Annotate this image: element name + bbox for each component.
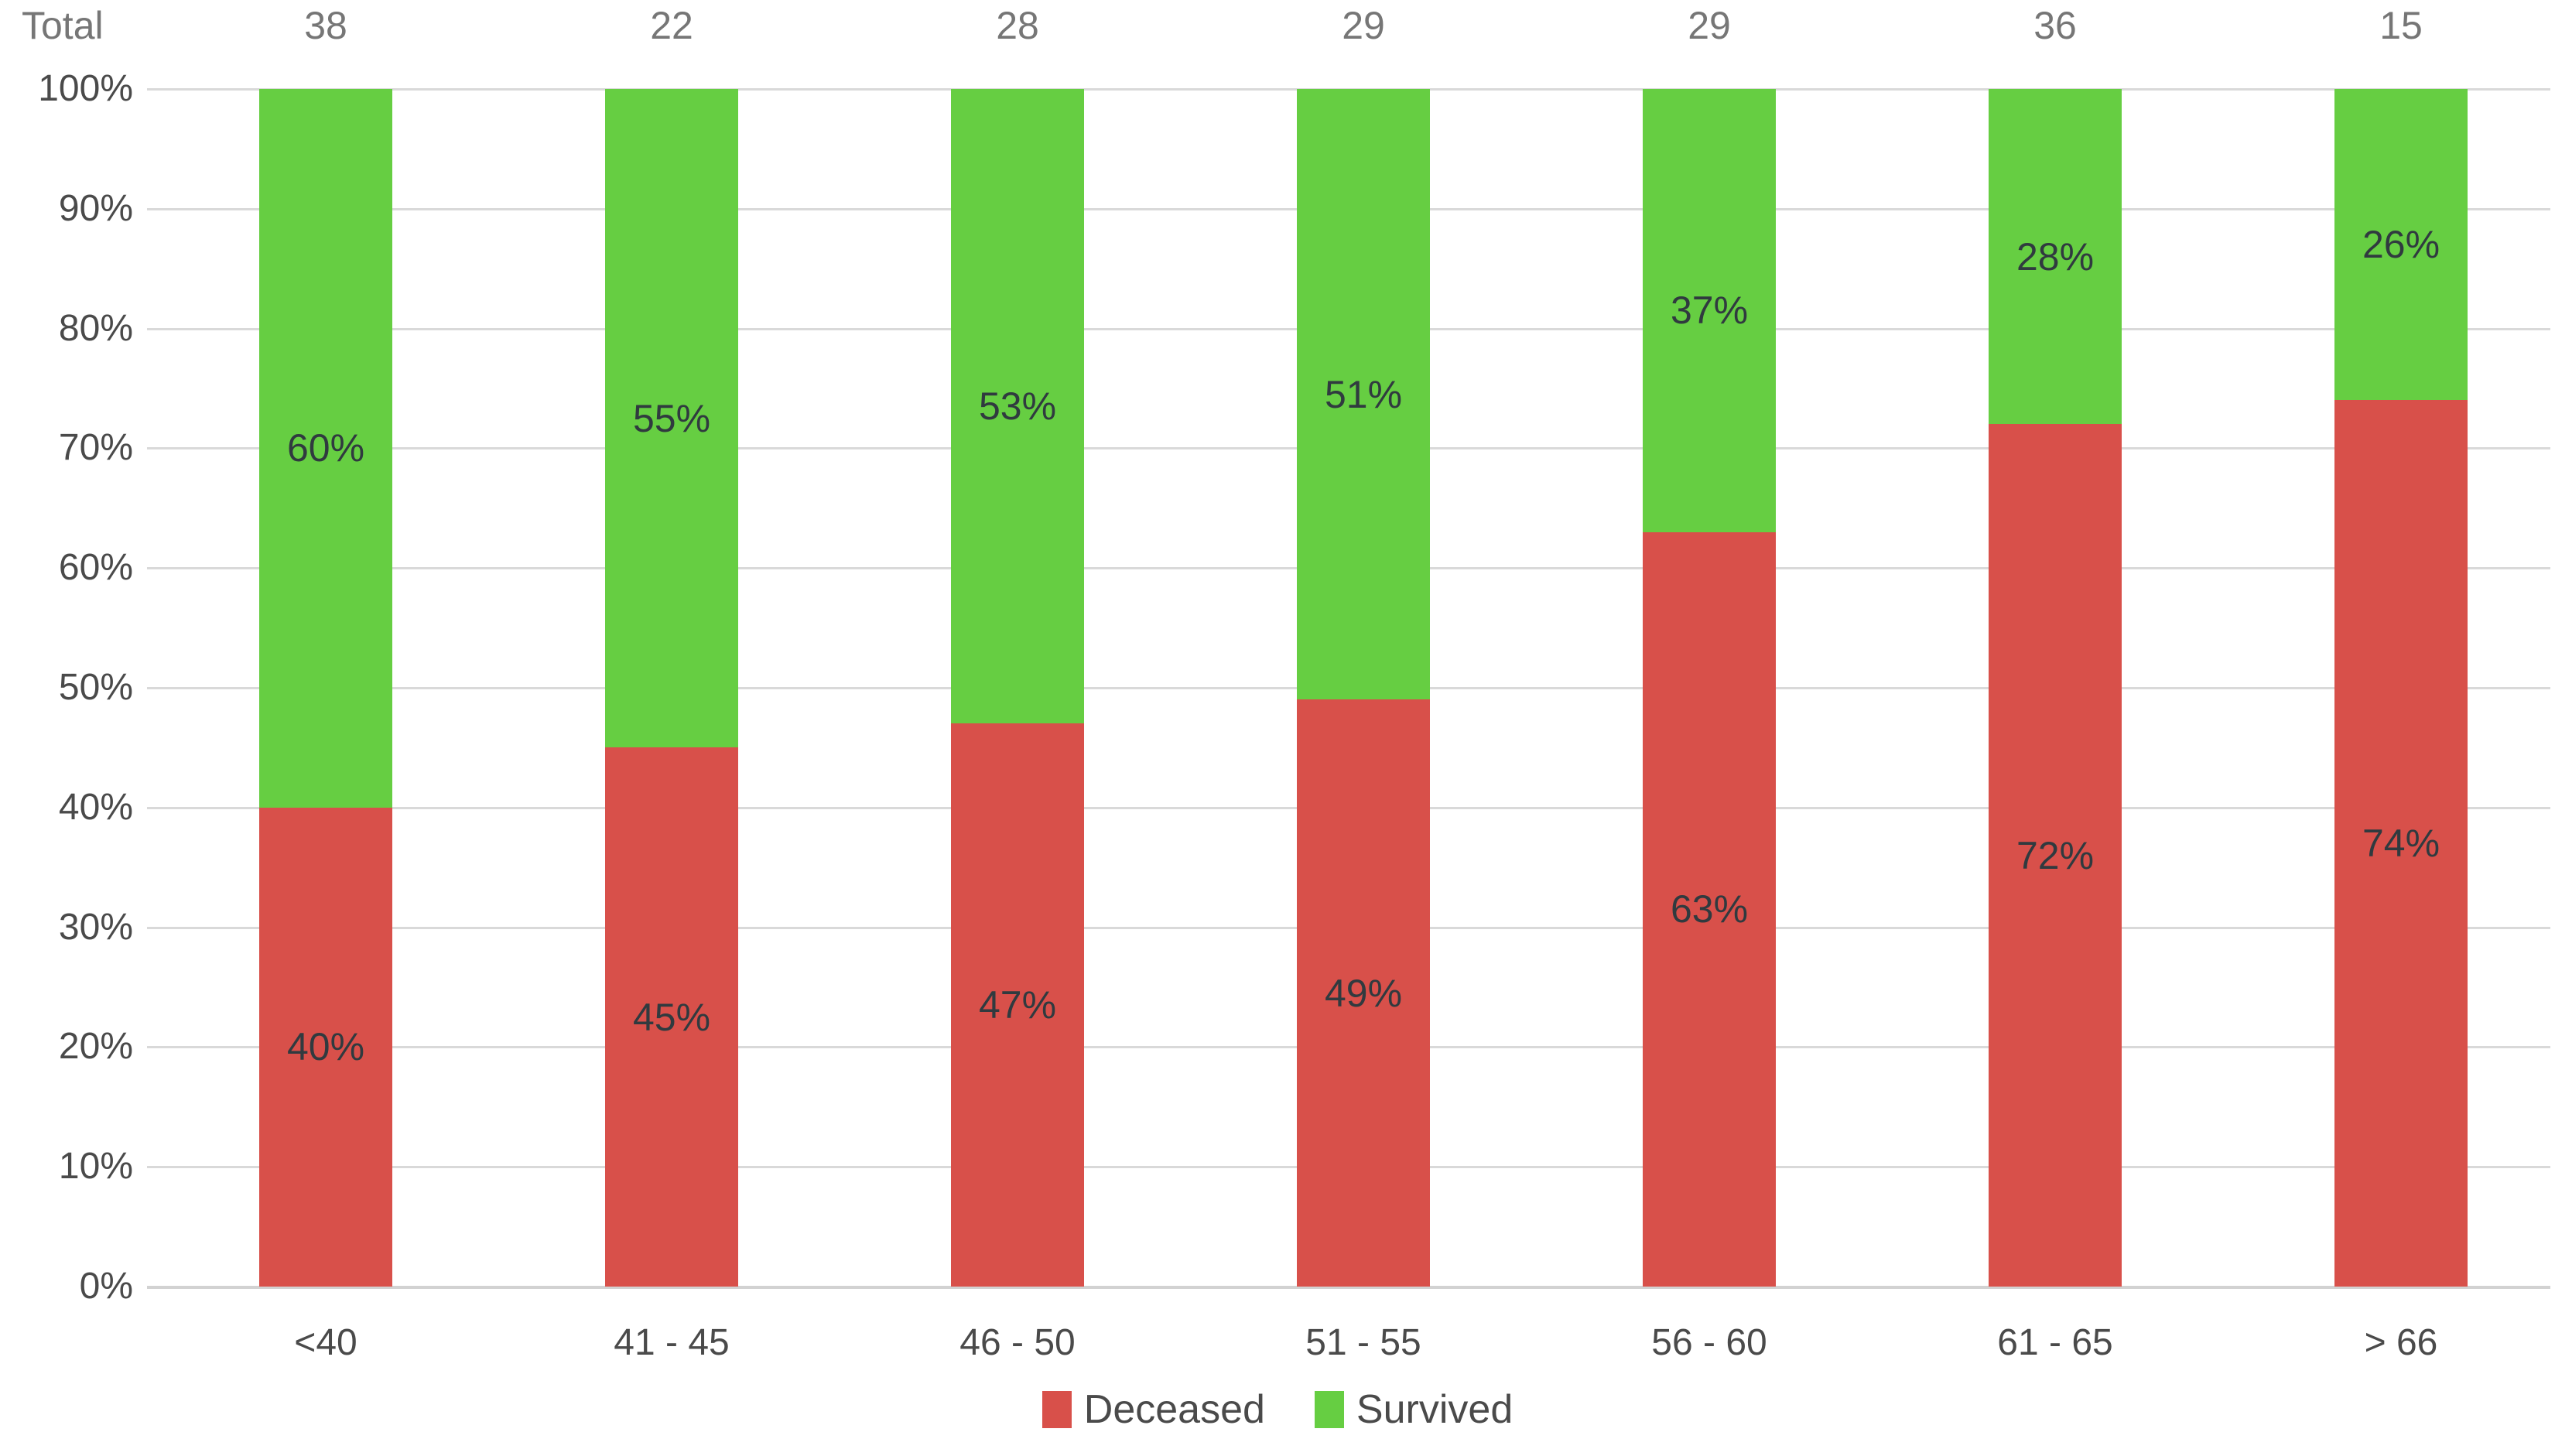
y-tick-label: 70% [58, 427, 133, 469]
data-label: 53% [978, 385, 1057, 429]
x-axis-line [147, 1286, 2550, 1289]
data-label: 26% [2362, 223, 2440, 267]
y-tick-label: 10% [58, 1146, 133, 1188]
y-tick-label: 60% [58, 547, 133, 589]
y-tick-label: 20% [58, 1026, 133, 1068]
y-tick-label: 30% [58, 906, 133, 948]
bar-segment-deceased: 72% [1989, 424, 2122, 1287]
y-tick-label: 0% [79, 1266, 133, 1307]
total-label: 22 [650, 4, 693, 47]
bar-segment-deceased: 63% [1643, 531, 1776, 1287]
total-label: 29 [1688, 4, 1731, 47]
y-tick-label: 40% [58, 786, 133, 828]
x-category-label: 51 - 55 [1305, 1322, 1421, 1363]
legend-label-deceased: Deceased [1083, 1387, 1265, 1432]
data-label: 72% [2016, 833, 2095, 877]
total-label: 28 [996, 4, 1039, 47]
data-label: 60% [286, 426, 365, 470]
deceased-swatch-icon [1041, 1391, 1072, 1428]
bar-segment-deceased: 45% [605, 747, 738, 1287]
bar-segment-survived: 26% [2334, 89, 2468, 401]
data-label: 45% [632, 995, 711, 1039]
total-label: 15 [2379, 4, 2423, 47]
legend: Deceased Survived [0, 1386, 2555, 1433]
data-label: 55% [632, 396, 711, 440]
data-label: 47% [978, 983, 1057, 1027]
y-tick-label: 80% [58, 307, 133, 349]
total-label: 29 [1342, 4, 1385, 47]
data-label: 40% [286, 1025, 365, 1069]
bar-segment-deceased: 47% [951, 723, 1084, 1287]
bar-segment-survived: 28% [1989, 89, 2122, 425]
legend-item-survived: Survived [1314, 1386, 1514, 1433]
x-category-label: <40 [294, 1322, 357, 1363]
bar-segment-deceased: 49% [1297, 699, 1430, 1287]
y-tick-label: 100% [38, 68, 133, 109]
data-label: 37% [1670, 289, 1749, 333]
x-category-label: 56 - 60 [1651, 1322, 1767, 1363]
x-category-label: 61 - 65 [1997, 1322, 2113, 1363]
data-label: 49% [1324, 971, 1403, 1015]
bar-segment-survived: 51% [1297, 89, 1430, 700]
data-label: 51% [1324, 372, 1403, 416]
y-tick-label: 50% [58, 667, 133, 708]
totals-row-header: Total [22, 4, 104, 47]
legend-label-survived: Survived [1356, 1387, 1514, 1432]
y-tick-label: 90% [58, 187, 133, 229]
bar-segment-survived: 53% [951, 89, 1084, 724]
bar-segment-survived: 60% [259, 89, 392, 808]
data-label: 63% [1670, 887, 1749, 931]
data-label: 28% [2016, 234, 2095, 279]
bar-segment-deceased: 40% [259, 807, 392, 1287]
legend-item-deceased: Deceased [1041, 1386, 1265, 1433]
bar-segment-survived: 55% [605, 89, 738, 748]
bar-segment-survived: 37% [1643, 89, 1776, 532]
total-label: 38 [304, 4, 347, 47]
x-category-label: > 66 [2364, 1322, 2438, 1363]
total-label: 36 [2033, 4, 2077, 47]
data-label: 74% [2362, 822, 2440, 866]
bar-segment-deceased: 74% [2334, 400, 2468, 1287]
x-category-label: 41 - 45 [614, 1322, 730, 1363]
survived-swatch-icon [1314, 1391, 1344, 1428]
x-category-label: 46 - 50 [959, 1322, 1076, 1363]
